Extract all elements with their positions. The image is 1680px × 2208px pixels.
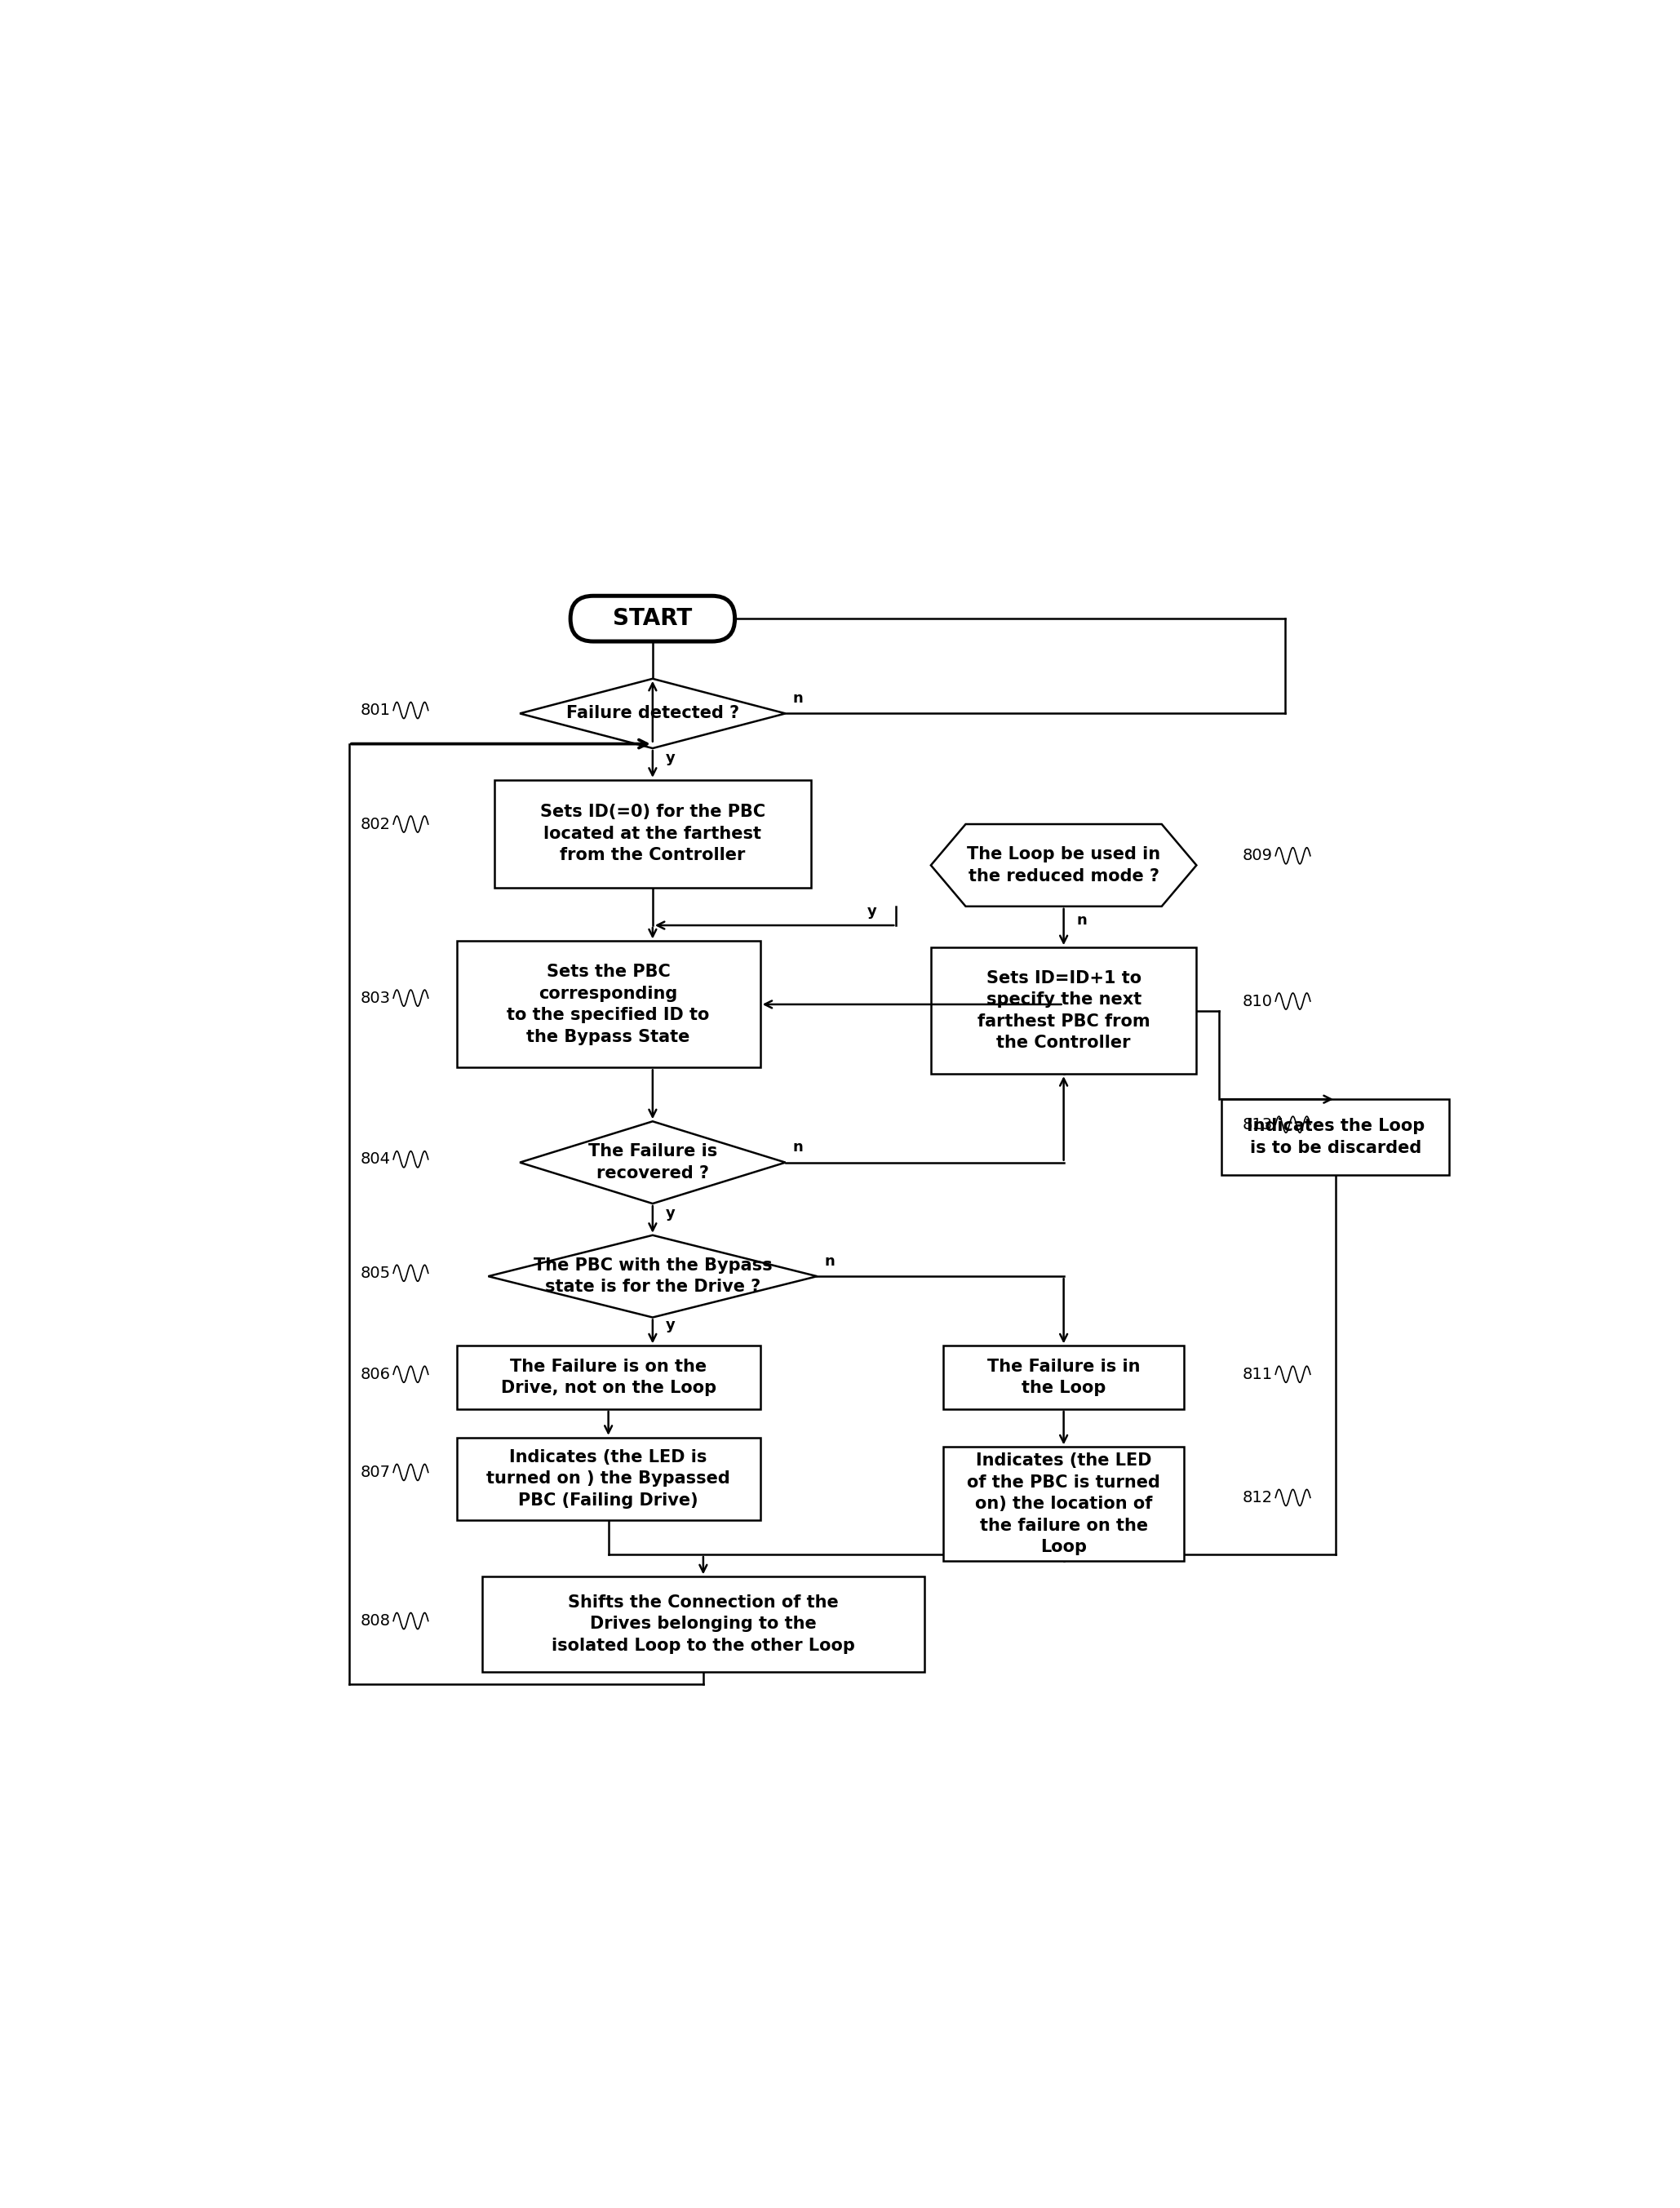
Text: The Loop be used in
the reduced mode ?: The Loop be used in the reduced mode ? [968, 846, 1161, 883]
Text: 812: 812 [1242, 1490, 1272, 1506]
Text: Sets ID=ID+1 to
specify the next
farthest PBC from
the Controller: Sets ID=ID+1 to specify the next farthes… [978, 969, 1151, 1051]
Bar [457, 1437, 759, 1519]
Text: n: n [793, 691, 803, 707]
Bar [482, 1577, 924, 1671]
Text: 806: 806 [360, 1367, 390, 1382]
Text: y: y [665, 1206, 675, 1221]
Text: The PBC with the Bypass
state is for the Drive ?: The PBC with the Bypass state is for the… [533, 1256, 773, 1296]
Text: Sets ID(=0) for the PBC
located at the farthest
from the Controller: Sets ID(=0) for the PBC located at the f… [539, 804, 766, 863]
Text: START: START [613, 607, 692, 629]
Text: 811: 811 [1242, 1367, 1272, 1382]
Text: 810: 810 [1242, 994, 1272, 1009]
Text: y: y [665, 751, 675, 766]
Text: Sets the PBC
corresponding
to the specified ID to
the Bypass State: Sets the PBC corresponding to the specif… [507, 965, 709, 1044]
Text: n: n [825, 1254, 835, 1270]
FancyBboxPatch shape [571, 596, 734, 640]
Text: 801: 801 [360, 702, 390, 718]
Bar [457, 1347, 759, 1409]
Text: 808: 808 [360, 1614, 390, 1630]
Bar [944, 1446, 1184, 1561]
Bar [1221, 1100, 1450, 1175]
Text: y: y [665, 1318, 675, 1334]
Text: Indicates (the LED
of the PBC is turned
on) the location of
the failure on the
L: Indicates (the LED of the PBC is turned … [968, 1453, 1161, 1554]
Polygon shape [519, 1122, 786, 1203]
Bar [931, 947, 1196, 1073]
Bar [494, 779, 811, 888]
Polygon shape [931, 824, 1196, 905]
Text: Shifts the Connection of the
Drives belonging to the
isolated Loop to the other : Shifts the Connection of the Drives belo… [551, 1594, 855, 1654]
Polygon shape [489, 1234, 816, 1318]
Text: y: y [867, 905, 877, 919]
Text: 809: 809 [1242, 848, 1272, 863]
Text: 802: 802 [360, 817, 390, 832]
Text: The Failure is in
the Loop: The Failure is in the Loop [988, 1358, 1141, 1395]
Text: n: n [1077, 914, 1087, 927]
Text: 805: 805 [360, 1265, 390, 1281]
Bar [457, 941, 759, 1069]
Text: 803: 803 [360, 991, 390, 1007]
Text: 807: 807 [360, 1464, 390, 1479]
Text: 804: 804 [360, 1153, 390, 1168]
Text: The Failure is on the
Drive, not on the Loop: The Failure is on the Drive, not on the … [501, 1358, 716, 1395]
Text: Indicates (the LED is
turned on ) the Bypassed
PBC (Failing Drive): Indicates (the LED is turned on ) the By… [487, 1448, 731, 1508]
Bar [944, 1347, 1184, 1409]
Text: n: n [793, 1139, 803, 1155]
Text: Indicates the Loop
is to be discarded: Indicates the Loop is to be discarded [1247, 1117, 1425, 1157]
Polygon shape [519, 678, 786, 749]
Text: The Failure is
recovered ?: The Failure is recovered ? [588, 1144, 717, 1181]
Text: 813: 813 [1242, 1117, 1272, 1133]
Text: Failure detected ?: Failure detected ? [566, 704, 739, 722]
